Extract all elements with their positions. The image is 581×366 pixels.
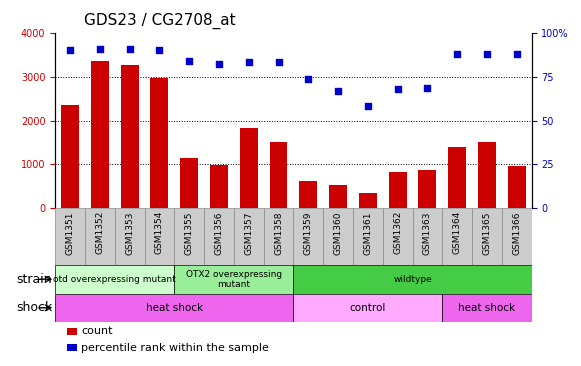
Point: [304, 76, 313, 82]
Text: GSM1360: GSM1360: [333, 211, 343, 255]
Point: [393, 86, 402, 92]
Text: GSM1362: GSM1362: [393, 211, 402, 254]
Point: [274, 59, 283, 65]
Bar: [478, 142, 496, 208]
Bar: [85, 208, 115, 265]
Bar: [449, 147, 466, 208]
Text: GSM1355: GSM1355: [185, 211, 193, 255]
Bar: [353, 208, 383, 265]
Text: GSM1363: GSM1363: [423, 211, 432, 255]
Bar: [299, 181, 317, 208]
Point: [512, 52, 521, 57]
Bar: [442, 294, 532, 322]
Bar: [174, 265, 293, 294]
Bar: [472, 208, 502, 265]
Bar: [293, 294, 442, 322]
Bar: [180, 158, 198, 208]
Point: [244, 59, 253, 64]
Bar: [240, 128, 258, 208]
Text: GSM1352: GSM1352: [95, 211, 105, 254]
Text: GSM1365: GSM1365: [482, 211, 492, 255]
Bar: [508, 166, 526, 208]
Text: GSM1354: GSM1354: [155, 211, 164, 254]
Text: control: control: [350, 303, 386, 313]
Bar: [502, 208, 532, 265]
Point: [333, 88, 343, 94]
Bar: [293, 208, 323, 265]
Bar: [115, 208, 145, 265]
Bar: [413, 208, 442, 265]
Point: [482, 51, 492, 57]
Text: strain: strain: [17, 273, 52, 286]
Point: [185, 57, 194, 63]
Text: heat shock: heat shock: [458, 303, 515, 313]
Bar: [264, 208, 293, 265]
Text: wildtype: wildtype: [393, 275, 432, 284]
Bar: [55, 294, 293, 322]
Text: GSM1356: GSM1356: [214, 211, 224, 255]
Bar: [389, 172, 407, 208]
Bar: [145, 208, 174, 265]
Bar: [329, 185, 347, 208]
Point: [423, 85, 432, 91]
Text: GSM1366: GSM1366: [512, 211, 521, 255]
Text: GSM1358: GSM1358: [274, 211, 283, 255]
Bar: [293, 265, 532, 294]
Bar: [61, 105, 79, 208]
Text: percentile rank within the sample: percentile rank within the sample: [81, 343, 269, 353]
Bar: [204, 208, 234, 265]
Text: count: count: [81, 326, 113, 336]
Text: GSM1361: GSM1361: [363, 211, 372, 255]
Point: [214, 61, 224, 67]
Point: [363, 103, 372, 109]
Point: [95, 46, 105, 52]
Bar: [270, 142, 288, 208]
Text: GSM1353: GSM1353: [125, 211, 134, 255]
Text: GSM1357: GSM1357: [244, 211, 253, 255]
Bar: [359, 193, 376, 208]
Point: [125, 46, 134, 52]
Bar: [55, 208, 85, 265]
Point: [453, 51, 462, 56]
Bar: [121, 65, 139, 208]
Bar: [210, 165, 228, 208]
Bar: [234, 208, 264, 265]
Text: GSM1359: GSM1359: [304, 211, 313, 255]
Bar: [383, 208, 413, 265]
Bar: [55, 265, 174, 294]
Text: GSM1351: GSM1351: [66, 211, 74, 255]
Point: [155, 47, 164, 53]
Text: heat shock: heat shock: [146, 303, 203, 313]
Bar: [91, 60, 109, 208]
Bar: [442, 208, 472, 265]
Text: GDS23 / CG2708_at: GDS23 / CG2708_at: [84, 13, 236, 29]
Text: GSM1364: GSM1364: [453, 211, 462, 254]
Bar: [174, 208, 204, 265]
Text: OTX2 overexpressing
mutant: OTX2 overexpressing mutant: [186, 269, 282, 289]
Text: shock: shock: [16, 301, 52, 314]
Point: [66, 47, 75, 53]
Text: otd overexpressing mutant: otd overexpressing mutant: [53, 275, 176, 284]
Bar: [150, 78, 168, 208]
Bar: [323, 208, 353, 265]
Bar: [418, 170, 436, 208]
